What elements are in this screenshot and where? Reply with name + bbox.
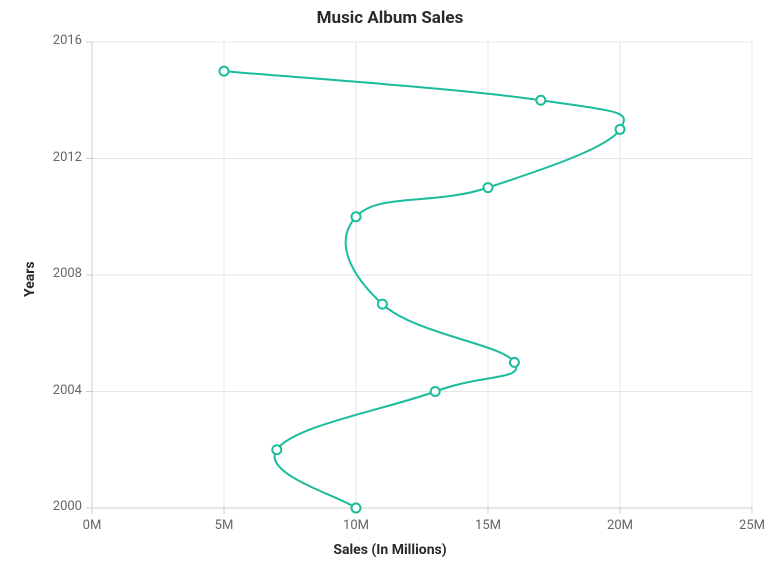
y-tick-label: 2004: [53, 383, 82, 398]
data-point: [536, 96, 545, 105]
chart-canvas: [0, 0, 780, 568]
data-point: [378, 300, 387, 309]
x-tick-label: 25M: [734, 518, 770, 533]
data-point: [431, 387, 440, 396]
x-tick-label: 0M: [74, 518, 110, 533]
data-point: [220, 67, 229, 76]
series-line: [224, 71, 624, 508]
data-point: [510, 358, 519, 367]
data-point: [352, 504, 361, 513]
y-tick-label: 2000: [53, 499, 82, 514]
album-sales-chart: Music Album Sales Years Sales (In Millio…: [0, 0, 780, 568]
data-point: [484, 183, 493, 192]
y-tick-label: 2016: [53, 33, 82, 48]
x-tick-label: 5M: [206, 518, 242, 533]
y-tick-label: 2008: [53, 266, 82, 281]
data-point: [616, 125, 625, 134]
x-tick-label: 15M: [470, 518, 506, 533]
x-tick-label: 10M: [338, 518, 374, 533]
x-tick-label: 20M: [602, 518, 638, 533]
y-tick-label: 2012: [53, 150, 82, 165]
data-point: [272, 445, 281, 454]
data-point: [352, 212, 361, 221]
